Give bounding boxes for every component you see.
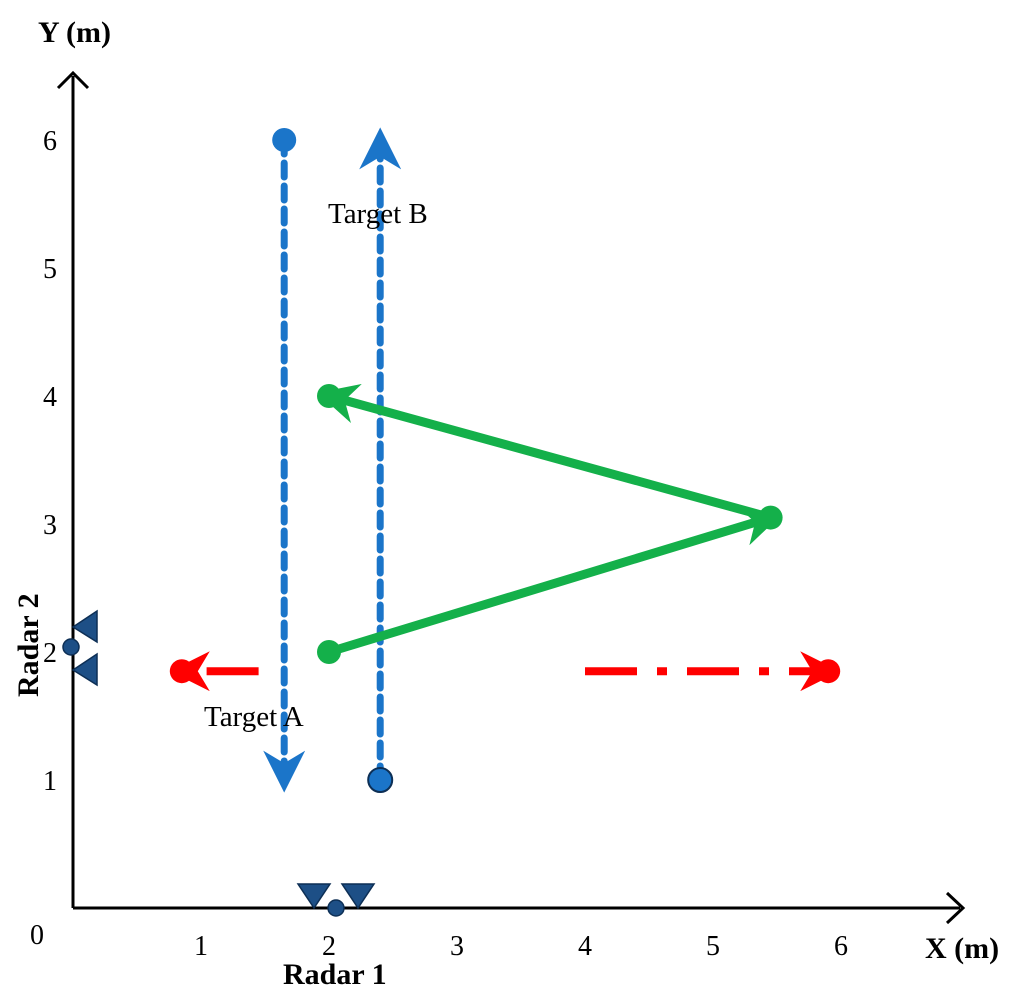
x-tick-label: 5	[706, 931, 720, 962]
radar-1	[296, 883, 376, 917]
y-axis-arrowhead	[56, 70, 90, 90]
x-axis-arrowhead	[945, 891, 966, 925]
y-tick-label: 1	[43, 766, 57, 797]
trajectories	[169, 127, 841, 793]
radar-1-label: Radar 1	[283, 958, 387, 991]
axes: Y (m) X (m) 0 1 2 3 4 5 6 1 2 3 4 5 6	[30, 16, 999, 965]
y-tick-labels: 1 2 3 4 5 6	[43, 126, 57, 797]
radar-2-bottom-antenna-icon	[71, 652, 98, 687]
x-tick-label: 2	[322, 931, 336, 962]
target-a-start-marker	[169, 659, 194, 684]
y-tick-label: 4	[43, 382, 57, 413]
x-tick-label: 1	[194, 931, 208, 962]
origin-label: 0	[30, 920, 44, 951]
blue-path-start-marker	[272, 128, 297, 152]
target-b-label: Target B	[328, 198, 428, 230]
y-tick-label: 6	[43, 126, 57, 157]
y-tick-label: 5	[43, 254, 57, 285]
y-tick-label: 3	[43, 510, 57, 541]
radar-2-top-antenna-icon	[71, 609, 98, 644]
target-b-start-marker	[367, 767, 394, 793]
target-a-label: Target A	[204, 701, 304, 733]
radar-1-right-antenna-icon	[340, 883, 376, 910]
y-tick-label: 2	[43, 638, 57, 669]
green-trajectory-segment	[324, 506, 783, 657]
radar-2-center-marker	[62, 638, 80, 656]
radar-1-left-antenna-icon	[296, 883, 332, 910]
y-axis-title: Y (m)	[38, 16, 111, 49]
radar-1-center-marker	[327, 899, 345, 917]
target-a-end-marker	[816, 659, 841, 684]
x-tick-label: 4	[578, 931, 592, 962]
x-tick-labels: 1 2 3 4 5 6	[194, 931, 848, 962]
green-path-end-marker	[317, 384, 341, 408]
green-path-turn-marker	[758, 505, 783, 530]
green-trajectory-segment	[317, 384, 776, 523]
x-tick-label: 3	[450, 931, 464, 962]
x-tick-label: 6	[834, 931, 848, 962]
radar-2-label: Radar 2	[12, 593, 45, 697]
radar-2	[62, 609, 98, 687]
green-path-start-marker	[317, 640, 341, 664]
x-axis-title: X (m)	[925, 932, 999, 965]
